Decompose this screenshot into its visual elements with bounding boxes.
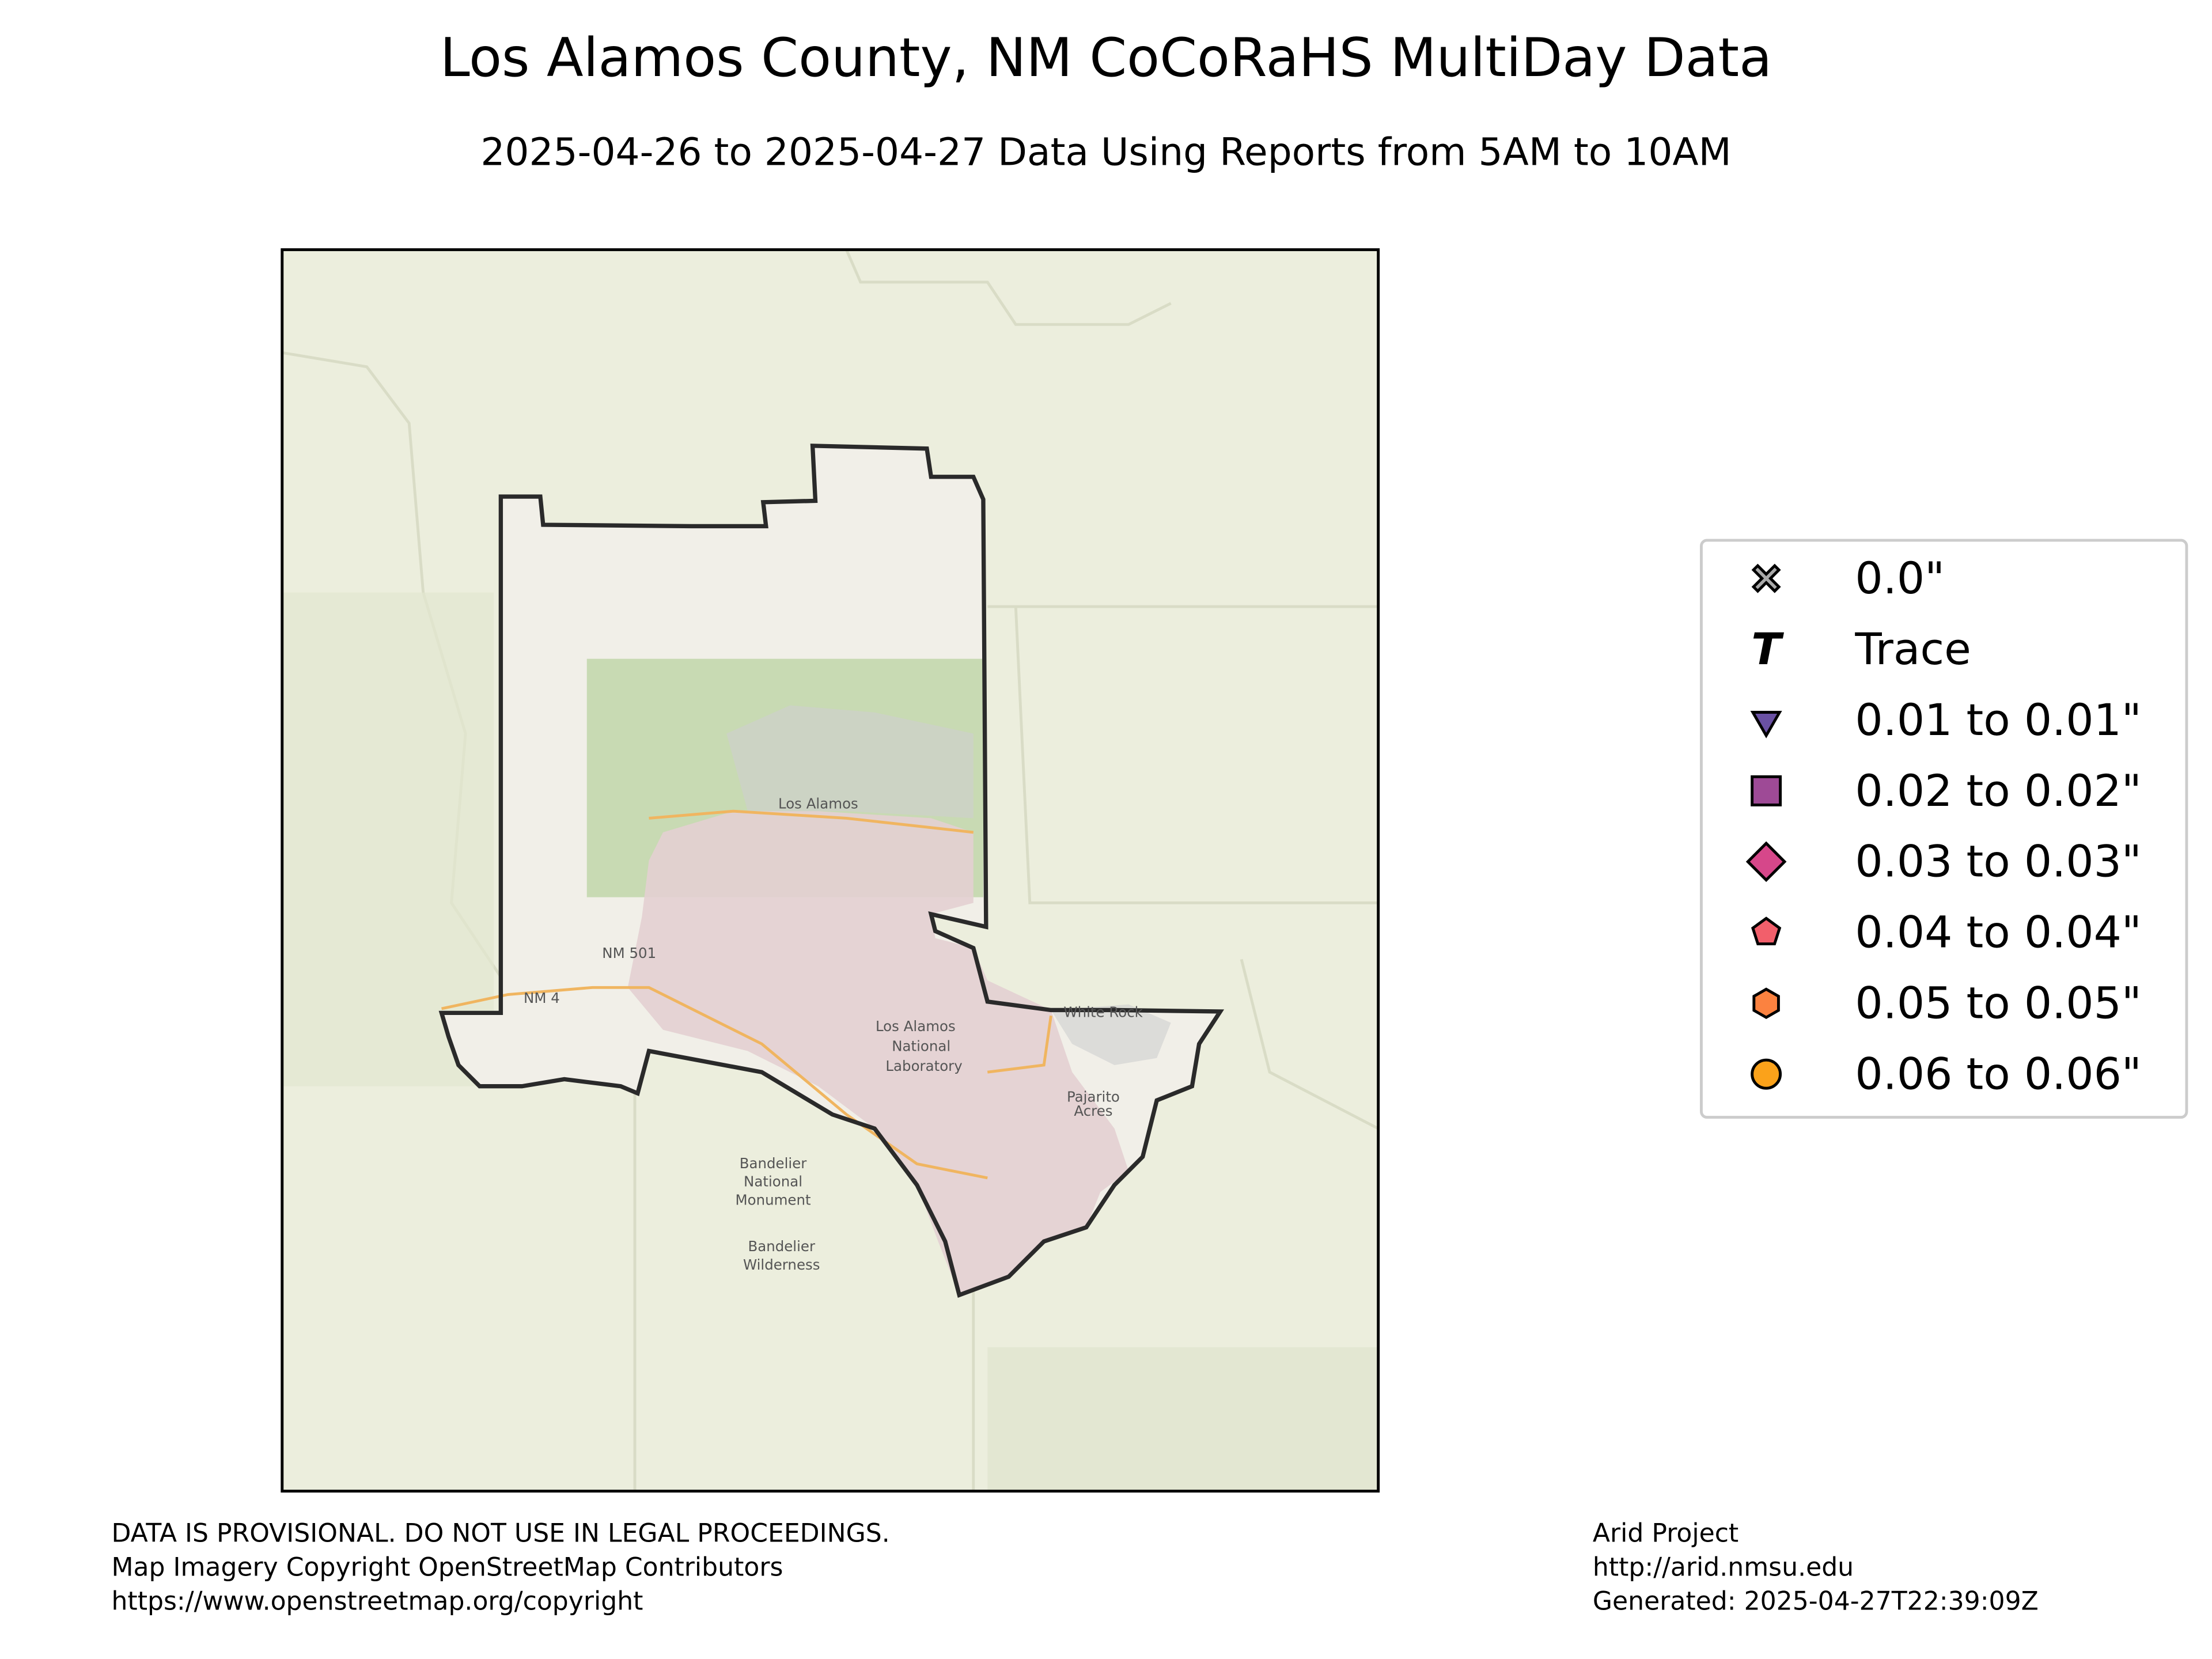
legend-label: 0.02 to 0.02": [1855, 766, 2141, 816]
map: Los Alamos White Rock Los Alamos National La…: [281, 248, 1380, 1493]
footer-left-line: https://www.openstreetmap.org/copyright: [111, 1586, 643, 1616]
map-label: Los Alamos: [778, 795, 858, 812]
legend-marker: [1745, 841, 1787, 882]
legend-marker: T: [1751, 624, 1784, 675]
map-label: Wilderness: [743, 1256, 820, 1273]
footer-left-line: DATA IS PROVISIONAL. DO NOT USE IN LEGAL…: [111, 1519, 889, 1548]
legend-marker: [1751, 916, 1782, 946]
footer-right-line: Generated: 2025-04-27T22:39:09Z: [1593, 1586, 2039, 1616]
footer: DATA IS PROVISIONAL. DO NOT USE IN LEGAL…: [111, 1519, 2038, 1616]
footer-right-line: Arid Project: [1593, 1519, 1738, 1548]
map-label: NM 501: [602, 945, 656, 961]
town-area: [726, 705, 974, 819]
map-label: Pajarito: [1067, 1089, 1120, 1105]
legend-label: 0.06 to 0.06": [1855, 1049, 2141, 1100]
legend-box: [1700, 539, 2188, 1119]
map-label: National: [892, 1037, 950, 1054]
legend-label: 0.01 to 0.01": [1855, 695, 2141, 745]
footer-left-line: Map Imagery Copyright OpenStreetMap Cont…: [111, 1553, 783, 1582]
map-labels: Los Alamos White Rock Los Alamos National La…: [524, 795, 1143, 1273]
map-label: Bandelier: [740, 1155, 808, 1172]
legend-label: 0.03 to 0.03": [1855, 836, 2141, 887]
map-shade: [987, 1347, 1378, 1491]
road: [441, 809, 1052, 1180]
map-label: Monument: [735, 1191, 810, 1208]
subtitle: 2025-04-26 to 2025-04-27 Data Using Repo…: [480, 130, 1731, 175]
laboratory-area: [627, 811, 1129, 1296]
title: Los Alamos County, NM CoCoRaHS MultiDay …: [440, 26, 1772, 89]
legend: 0.0" T Trace 0.01 to 0.01" 0.02 to 0.02" 0.03…: [1700, 539, 2188, 1119]
legend-label: 0.04 to 0.04": [1855, 907, 2141, 958]
legend-marker: [1751, 775, 1782, 806]
legend-label: 0.0": [1855, 553, 1945, 604]
legend-marker: [1750, 711, 1782, 738]
map-label: NM 4: [524, 990, 560, 1006]
county-outline: [438, 444, 1225, 1298]
town-area: [1051, 1004, 1171, 1065]
map-label: White Rock: [1063, 1004, 1143, 1021]
map-label: Los Alamos: [876, 1018, 956, 1035]
legend-marker: [1751, 1058, 1782, 1090]
legend-marker: [1751, 563, 1781, 593]
map-label: Bandelier: [748, 1238, 816, 1255]
map-label: Acres: [1074, 1103, 1112, 1119]
map-label: Laboratory: [885, 1058, 962, 1074]
map-label: National: [744, 1173, 802, 1190]
footer-right-line: http://arid.nmsu.edu: [1593, 1553, 1854, 1582]
legend-marker: [1752, 987, 1780, 1020]
legend-label: 0.05 to 0.05": [1855, 978, 2141, 1029]
legend-label: Trace: [1854, 624, 1971, 675]
map-frame: [281, 248, 1380, 1493]
